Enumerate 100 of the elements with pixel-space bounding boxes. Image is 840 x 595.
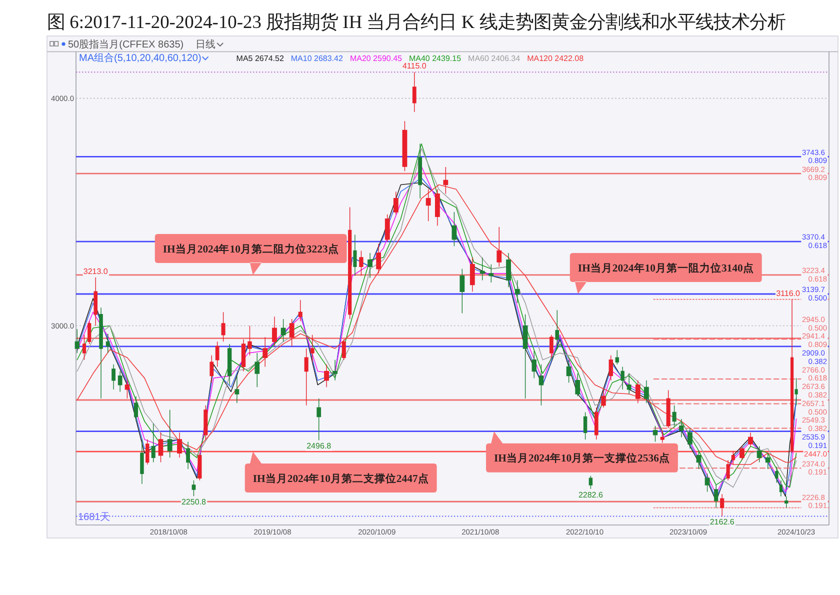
candlestick: [227, 344, 232, 386]
candlestick: [221, 312, 226, 342]
annotation: IH当月2024年10月第二阻力位3223点: [162, 242, 339, 256]
candlestick: [714, 484, 718, 508]
candlestick: [594, 407, 598, 440]
candlestick: [532, 350, 536, 378]
candlestick: [241, 339, 246, 372]
candlestick: [679, 418, 684, 438]
candlestick: [324, 364, 329, 388]
text: MA40 2439.15: [408, 54, 462, 64]
candlestick: [215, 341, 220, 368]
candlestick: [177, 432, 182, 458]
candlestick: [672, 405, 676, 426]
candlestick: [720, 494, 724, 517]
text: 2162.6: [710, 518, 734, 527]
candlestick: [740, 446, 744, 460]
candlestick: [316, 398, 322, 441]
candlestick: [99, 307, 103, 399]
candlestick: [310, 334, 314, 362]
text: MA20 2590.45: [350, 54, 403, 64]
candlestick: [794, 378, 798, 406]
candlestick: [480, 257, 485, 281]
candlestick: [775, 466, 778, 484]
candlestick: [272, 316, 277, 347]
text: 2282.6: [578, 490, 603, 500]
candlestick: [452, 212, 457, 247]
text: 日线: [196, 38, 216, 50]
text: MA5 2674.52: [236, 54, 284, 64]
candlestick: [731, 450, 735, 465]
candlestick: [784, 496, 788, 508]
candlestick: [522, 314, 528, 399]
candlestick: [583, 412, 588, 440]
candlestick: [608, 354, 613, 381]
candlestick: [192, 480, 196, 497]
candlestick: [289, 318, 294, 347]
candlestick: [348, 206, 352, 320]
text: 3116.0: [776, 288, 800, 298]
candlestick: [106, 333, 110, 354]
candlestick: [765, 452, 770, 470]
candlestick: [146, 439, 150, 465]
candlestick: [124, 380, 130, 399]
candlestick: [342, 339, 346, 360]
candlestick: [601, 389, 606, 408]
ref-line-label: 1681天: [78, 512, 110, 523]
candlestick: [134, 396, 138, 422]
candlestick: [353, 234, 357, 276]
candlestick: [384, 214, 390, 242]
text: 2250.8: [181, 498, 206, 507]
callout: IH当月2024年10月第二阻力位3223点: [154, 234, 347, 275]
candlestick: [74, 328, 80, 354]
candlestick: [82, 334, 86, 360]
candlestick: [248, 325, 252, 356]
candlestick: [588, 476, 593, 490]
candlestick: [158, 432, 164, 463]
candlestick: [418, 143, 422, 199]
candlestick: [254, 352, 260, 388]
candlestick: [304, 348, 308, 406]
candlestick: [94, 276, 98, 326]
candlestick: [332, 360, 338, 381]
candlestick: [635, 380, 640, 404]
candlestick: [779, 480, 782, 497]
candlestick: [696, 450, 702, 470]
text: MA10 2683.42: [290, 54, 344, 64]
candlestick: [790, 299, 794, 454]
text: MA60 2406.34: [468, 54, 521, 64]
candlestick: [198, 452, 202, 481]
candlestick: [550, 334, 554, 358]
candlestick: [186, 441, 190, 470]
chart-title: 图 6:2017-11-20-2024-10-23 股指期货 IH 当月合约日 K 线走势图黄金分割线和水平线技术分析: [47, 12, 786, 32]
candlestick: [514, 280, 520, 304]
candlestick: [615, 350, 620, 365]
callout: IH当月2024年10月第二支撑位2447点: [244, 452, 437, 493]
candlestick: [506, 252, 511, 288]
candlestick: [88, 320, 92, 344]
candlestick: [151, 423, 156, 463]
candlestick: [118, 370, 122, 392]
text: MA120 2422.08: [527, 54, 584, 64]
candlestick: [234, 375, 240, 404]
candlestick: [393, 191, 398, 215]
candlestick: [470, 257, 475, 292]
candlestick: [626, 373, 632, 394]
candlestick: [620, 366, 624, 390]
candlestick: [210, 354, 214, 383]
candlestick: [538, 364, 544, 406]
candlestick: [434, 188, 440, 226]
candlestick: [688, 428, 692, 449]
callout: IH当月2024年10月第一阻力位3140点: [570, 253, 762, 294]
annotation: IH当月2024年10月第二支撑位2447点: [252, 472, 429, 485]
candlestick: [704, 473, 710, 492]
candlestick: [112, 364, 116, 390]
candlestick: [412, 72, 416, 112]
candlestick: [376, 244, 382, 274]
annotation: IH当月2024年10月第一阻力位3140点: [578, 261, 754, 274]
candlestick: [575, 373, 580, 397]
candlestick: [756, 446, 762, 463]
text: 4115.0: [402, 62, 426, 71]
annotation: IH当月2024年10月第一支撑位2536点: [494, 452, 670, 465]
candlestick: [443, 166, 448, 194]
text: 2496.8: [306, 442, 332, 451]
candlestick: [726, 460, 730, 481]
